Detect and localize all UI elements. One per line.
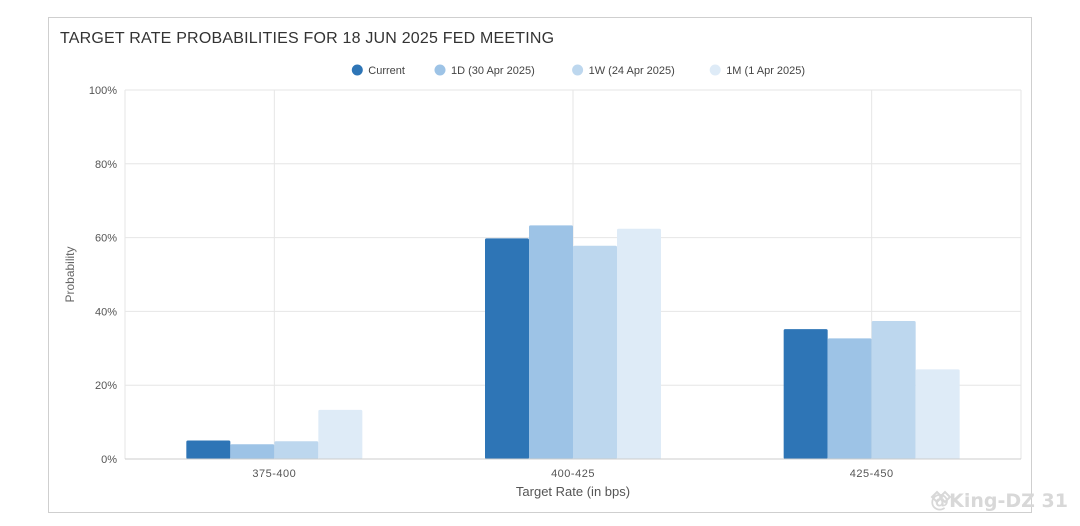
x-tick-label: 400-425 bbox=[551, 468, 595, 480]
legend-marker-1 bbox=[434, 64, 446, 76]
bar-375-400-1d bbox=[230, 444, 275, 459]
bar-400-425-1w bbox=[573, 245, 617, 459]
legend-marker-0 bbox=[351, 64, 363, 76]
y-tick-label: 100% bbox=[89, 85, 117, 97]
y-tick-label: 0% bbox=[101, 454, 117, 466]
x-tick-label: 375-400 bbox=[252, 468, 296, 480]
bar-425-450-1w bbox=[871, 320, 916, 459]
bar-425-450-1d bbox=[827, 338, 872, 459]
bar-375-400-current bbox=[186, 440, 231, 459]
y-tick-label: 40% bbox=[95, 306, 117, 318]
bar-375-400-1w bbox=[274, 441, 319, 459]
bar-375-400-1m bbox=[318, 409, 363, 459]
legend-label-1: 1D (30 Apr 2025) bbox=[451, 65, 535, 77]
x-tick-label: 425-450 bbox=[850, 468, 894, 480]
bar-400-425-current bbox=[485, 238, 529, 459]
bar-425-450-1m bbox=[915, 369, 960, 459]
bar-425-450-current bbox=[783, 329, 828, 459]
watermark-logo-icon bbox=[930, 490, 952, 504]
watermark: @King-DZ 31 bbox=[930, 490, 1068, 512]
legend-marker-2 bbox=[572, 64, 584, 76]
y-tick-label: 20% bbox=[95, 380, 117, 392]
y-tick-label: 60% bbox=[95, 233, 117, 245]
y-tick-label: 80% bbox=[95, 159, 117, 171]
bar-400-425-1d bbox=[529, 225, 573, 459]
legend-label-3: 1M (1 Apr 2025) bbox=[726, 65, 805, 77]
y-axis-title: Probability bbox=[63, 246, 77, 302]
legend-marker-3 bbox=[709, 64, 721, 76]
legend-label-2: 1W (24 Apr 2025) bbox=[589, 65, 675, 77]
legend-label-0: Current bbox=[368, 65, 405, 77]
chart-title: TARGET RATE PROBABILITIES FOR 18 JUN 202… bbox=[60, 30, 555, 47]
watermark-text: @King-DZ 31 bbox=[930, 490, 1068, 512]
bar-400-425-1m bbox=[617, 228, 661, 459]
x-axis-title: Target Rate (in bps) bbox=[516, 484, 630, 499]
